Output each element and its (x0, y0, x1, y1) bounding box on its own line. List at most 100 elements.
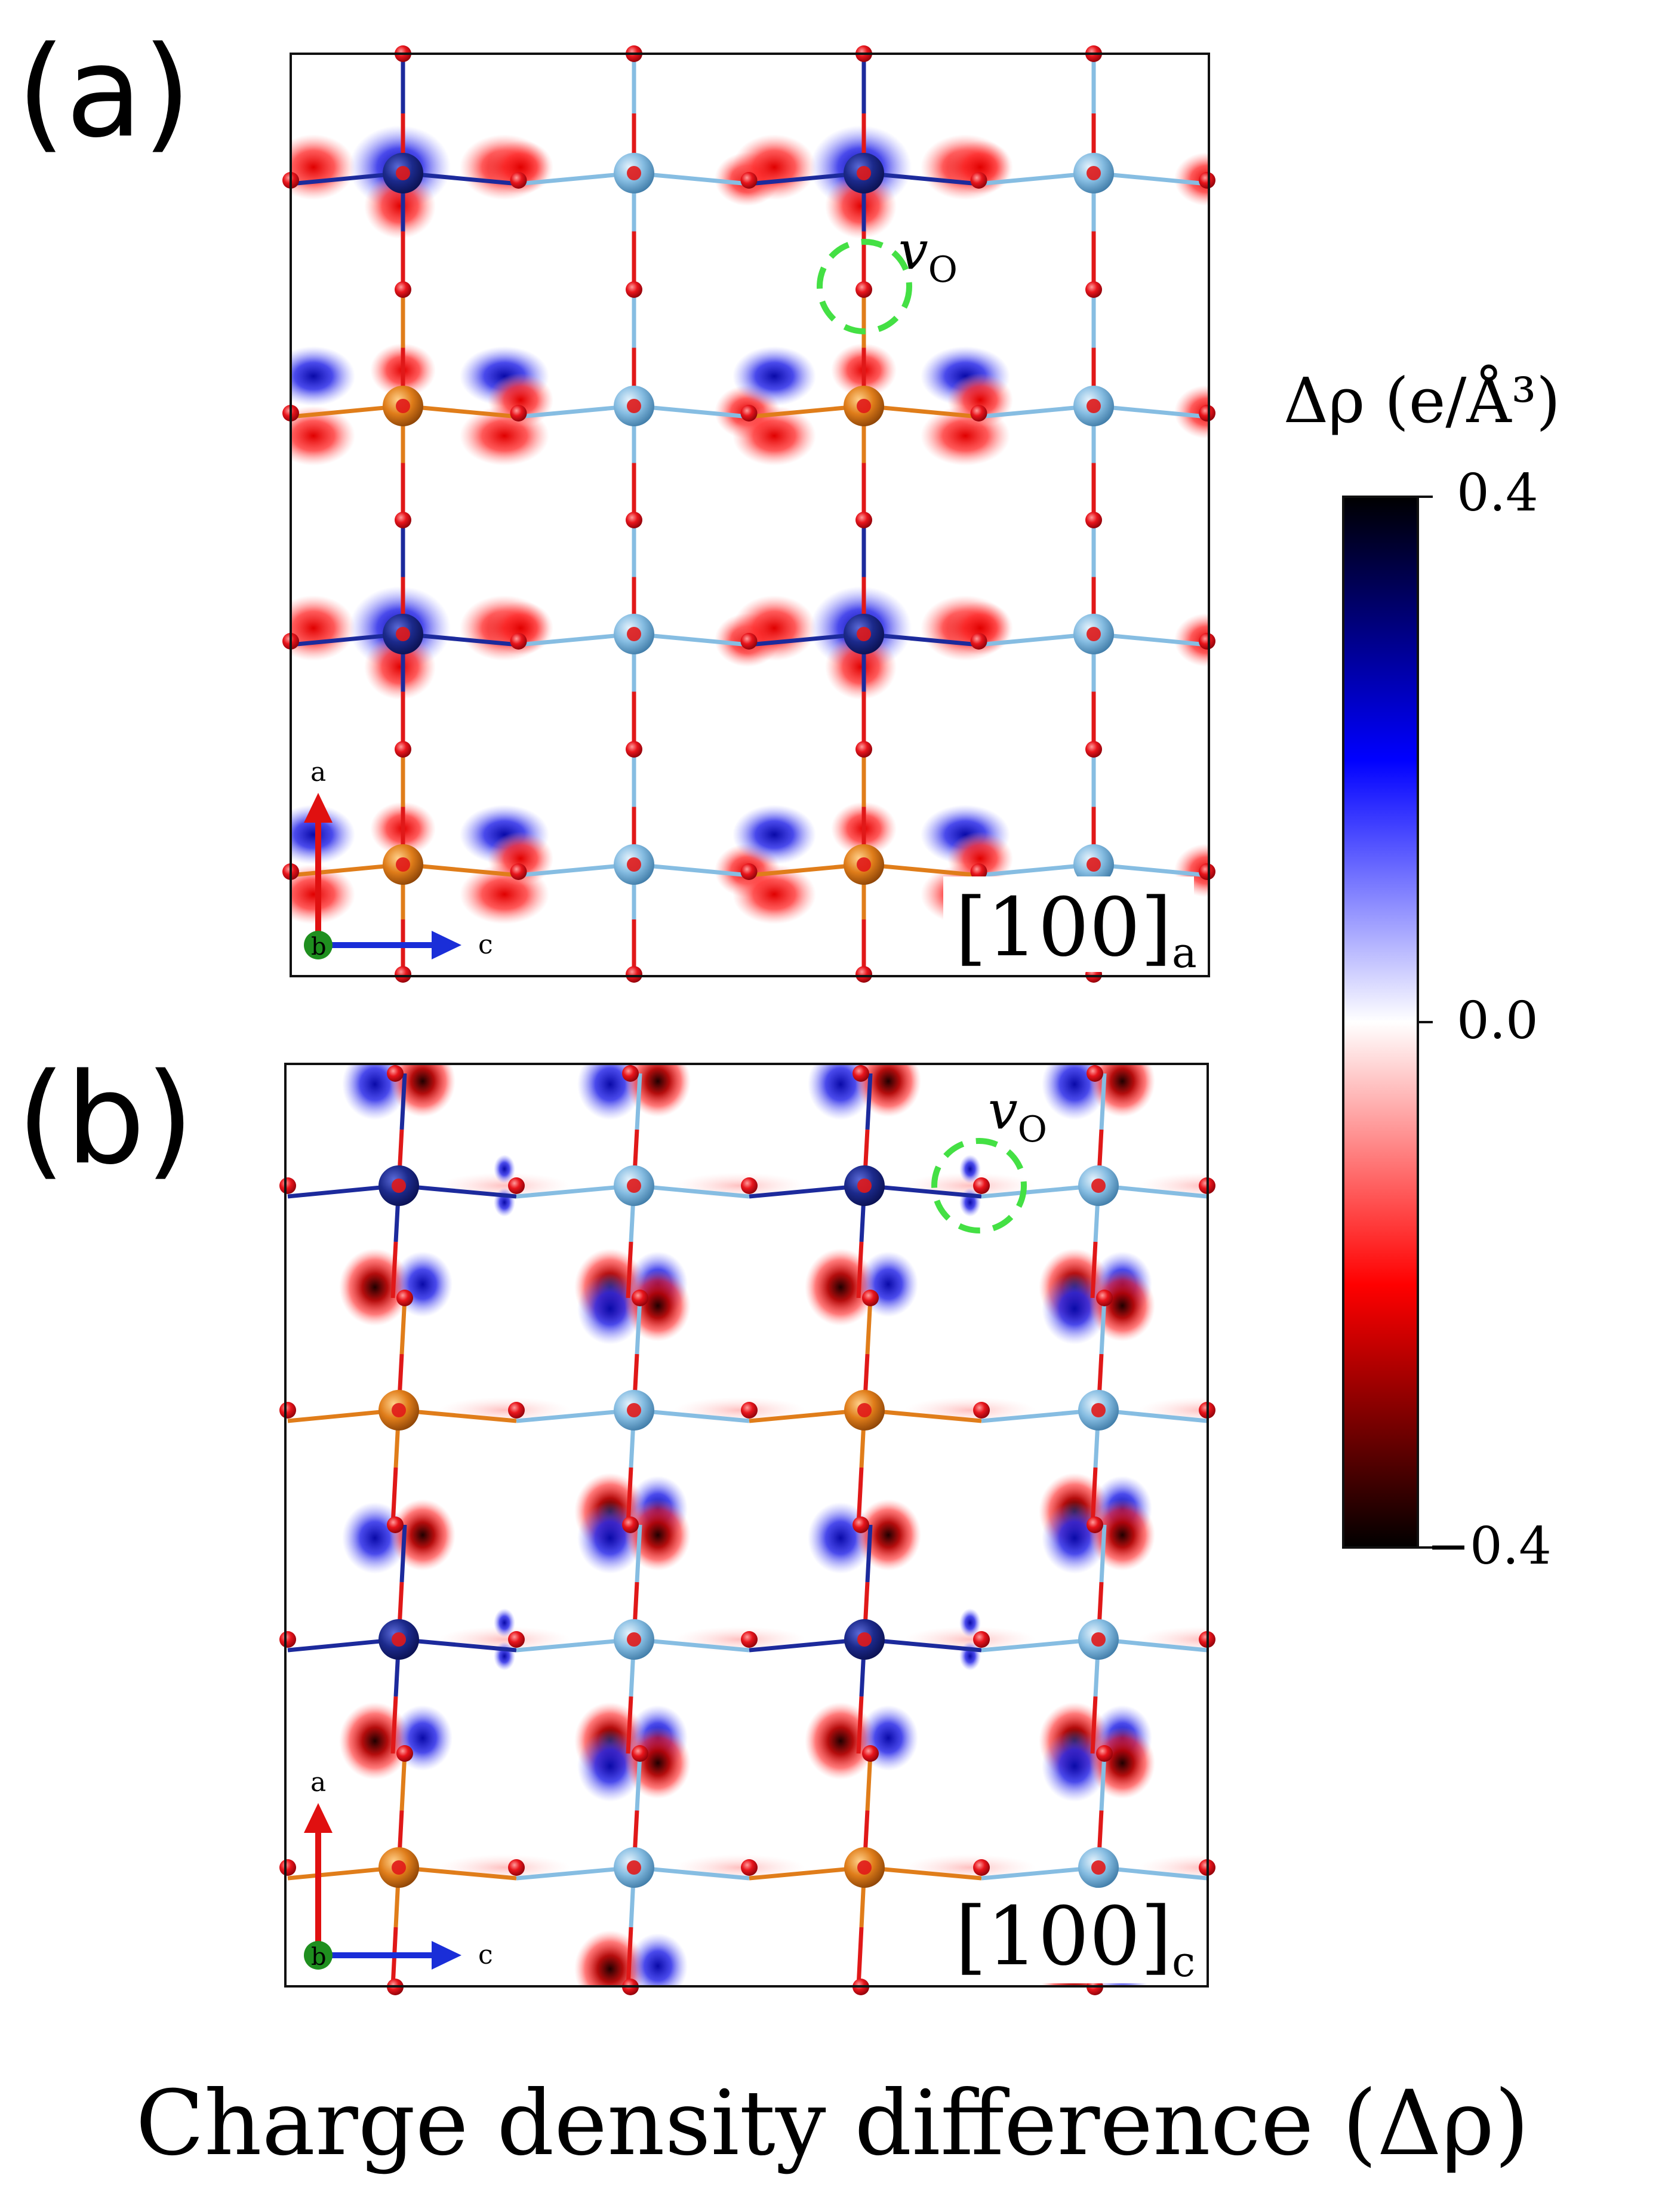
density-lobe (1174, 152, 1209, 206)
oxygen-atom (626, 966, 642, 983)
colorbar (1342, 496, 1433, 1549)
oxygen-atom (740, 633, 758, 650)
oxygen-atom (1096, 1290, 1113, 1306)
oxygen-atom (508, 1177, 525, 1194)
oxygen-atom (510, 863, 527, 880)
density-lobe (1174, 613, 1209, 667)
oxygen-atom (857, 1860, 872, 1875)
oxygen-atom (741, 1402, 758, 1419)
vacancy-ring-a (817, 239, 912, 334)
axis-triad-a: a b c (304, 757, 493, 961)
oxygen-atom (1091, 1860, 1106, 1875)
oxygen-atom (741, 1631, 758, 1648)
figure-caption: Charge density difference (Δρ) (136, 2072, 1529, 2176)
oxygen-atom (396, 399, 410, 413)
oxygen-atom (508, 1859, 525, 1876)
oxygen-atom (1087, 1065, 1103, 1082)
density-lobe (1090, 1064, 1155, 1117)
svg-text:b: b (311, 933, 327, 961)
oxygen-atom (857, 1179, 872, 1193)
oxygen-atom (279, 1402, 296, 1419)
oxygen-atom (740, 405, 758, 422)
density-lobe (855, 1064, 921, 1117)
oxygen-atom (1087, 166, 1101, 180)
axis-triad-b: a b c (304, 1767, 493, 1971)
oxygen-atom (395, 512, 411, 528)
oxygen-atom (395, 281, 411, 298)
oxygen-atom (627, 1403, 641, 1417)
svg-text:c: c (478, 1940, 493, 1970)
density-lobe (959, 1608, 981, 1637)
oxygen-atom (396, 857, 410, 872)
oxygen-atom (857, 1632, 872, 1647)
density-lobe (291, 406, 355, 466)
oxygen-atom (852, 1516, 869, 1533)
density-lobe (494, 1608, 515, 1637)
colorbar-title: Δρ (e/Å³) (1284, 364, 1561, 437)
oxygen-atom (1085, 741, 1102, 758)
density-lobe (628, 1933, 688, 1986)
oxygen-atom (862, 1290, 879, 1306)
oxygen-atom (627, 857, 641, 872)
density-lobe (858, 1251, 918, 1317)
oxygen-atom (857, 166, 871, 180)
density-lobe (825, 634, 897, 700)
oxygen-atom (279, 1631, 296, 1648)
oxygen-atom (1199, 633, 1215, 650)
oxygen-atom (395, 741, 411, 758)
density-lobe (364, 173, 436, 239)
density-lobe (291, 134, 355, 200)
oxygen-atom (857, 627, 871, 641)
oxygen-atom (1087, 1516, 1103, 1533)
panel-a: vO [100]a a b c (282, 45, 1215, 983)
oxygen-atom (973, 1402, 990, 1419)
density-lobe (733, 865, 816, 924)
oxygen-atom (855, 512, 872, 528)
oxygen-atom (627, 399, 641, 413)
density-lobe (291, 595, 355, 661)
oxygen-atom (510, 405, 527, 422)
oxygen-atom (973, 1859, 990, 1876)
oxygen-atom (395, 966, 411, 983)
oxygen-atom (622, 1516, 639, 1533)
oxygen-atom (973, 1177, 990, 1194)
oxygen-atom (392, 1179, 406, 1193)
oxygen-atom (741, 1177, 758, 1194)
oxygen-atom (857, 399, 871, 413)
density-lobe (855, 1499, 921, 1571)
oxygen-atom (1199, 863, 1215, 880)
oxygen-atom (627, 1632, 641, 1647)
oxygen-atom (396, 1745, 413, 1762)
oxygen-atom (279, 1859, 296, 1876)
density-lobe (733, 805, 816, 865)
oxygen-atom (622, 1065, 639, 1082)
density-lobe (733, 406, 816, 466)
oxygen-atom (970, 172, 987, 189)
oxygen-atom (1199, 405, 1215, 422)
oxygen-atom (510, 633, 527, 650)
oxygen-atom (741, 1859, 758, 1876)
oxygen-atom (392, 1632, 406, 1647)
density-lobe (733, 595, 816, 661)
oxygen-atom (1087, 627, 1101, 641)
oxygen-atom (626, 281, 642, 298)
oxygen-atom (632, 1745, 648, 1762)
density-lobe (1090, 1499, 1155, 1571)
oxygen-atom (627, 1860, 641, 1875)
density-lobe (291, 346, 355, 406)
colorbar-tick-label-mid: 0.0 (1457, 991, 1538, 1051)
oxygen-atom (396, 1290, 413, 1306)
oxygen-atom (627, 166, 641, 180)
density-lobe (625, 1270, 691, 1342)
colorbar-tick-label-top: 0.4 (1457, 463, 1538, 523)
oxygen-atom (627, 627, 641, 641)
oxygen-atom (862, 1745, 879, 1762)
oxygen-atom (1096, 1745, 1113, 1762)
vacancy-label-a: vO (898, 220, 958, 291)
oxygen-atom (857, 1403, 872, 1417)
svg-text:b: b (311, 1943, 327, 1971)
svg-text:a: a (310, 757, 326, 787)
oxygen-atom (973, 1631, 990, 1648)
oxygen-atom (392, 1860, 406, 1875)
oxygen-atom (855, 966, 872, 983)
